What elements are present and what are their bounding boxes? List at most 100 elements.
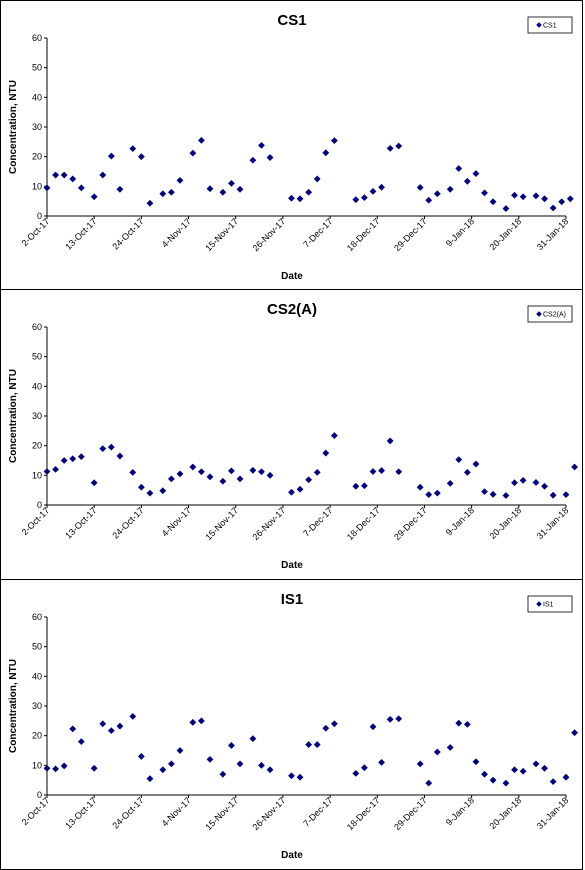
data-point [60,457,68,464]
x-tick-label: 24-Oct-17 [110,505,145,540]
data-point [189,463,197,471]
data-point [416,184,424,191]
data-point [416,483,424,491]
y-tick-label: 50 [32,642,42,652]
data-point [249,156,257,164]
data-point [433,748,441,756]
data-point [116,452,124,460]
data-point [77,738,85,745]
x-tick-label: 15-Nov-17 [203,216,240,253]
x-tick-label: 4-Nov-17 [160,795,193,828]
data-point [137,483,145,491]
y-tick-label: 40 [32,381,42,391]
x-tick-label: 13-Oct-17 [63,505,98,540]
x-tick-label: 9-Jan-18 [444,216,476,248]
data-point [167,475,175,483]
data-point [519,193,527,201]
y-tick-label: 60 [32,612,42,622]
y-tick-label: 0 [37,211,42,221]
data-point [446,479,454,487]
data-point [330,432,338,439]
data-point [206,185,214,193]
y-tick-label: 10 [32,760,42,770]
x-tick-label: 29-Dec-17 [392,216,429,253]
data-point [463,720,471,728]
data-point [219,188,227,196]
x-tick-label: 31-Jan-18 [535,216,571,252]
data-point [378,183,385,191]
x-axis-label: Date [281,850,303,861]
data-point [322,149,330,157]
data-point [107,152,115,160]
data-point [472,460,480,468]
data-point [502,492,510,499]
data-point [463,177,471,185]
y-tick-label: 10 [32,470,42,480]
x-tick-label: 20-Jan-18 [488,505,524,541]
data-point [562,773,570,781]
data-point [361,764,368,772]
data-point [69,725,77,733]
data-point [313,175,321,183]
x-tick-label: 15-Nov-17 [203,505,240,542]
data-point [129,468,137,476]
data-point [395,468,403,476]
data-point [571,463,578,471]
legend-label: CS1 [543,23,557,30]
data-point [176,177,184,184]
data-point [198,136,205,144]
data-point [52,171,59,179]
data-point [481,770,488,778]
y-tick-label: 40 [32,671,42,681]
data-point [296,485,304,493]
data-point [395,142,403,150]
data-point [129,145,137,153]
data-point [558,198,566,206]
x-tick-label: 18-Dec-17 [345,795,382,832]
data-point [571,729,578,737]
data-point [159,190,167,198]
data-point [266,154,274,161]
chart-is1: IS1 0 10 20 30 40 50 60 2-Oct-17 13-Oct-17 24-Oct-… [8,591,578,861]
data-point [305,188,313,196]
x-axis-label: Date [281,560,303,571]
y-tick-label: 40 [32,92,42,102]
x-tick-label: 15-Nov-17 [203,795,240,832]
data-point [296,195,304,203]
data-point [322,449,330,457]
chart-title: CS2(A) [267,301,317,318]
data-point [288,488,295,496]
data-point [206,756,214,763]
y-tick-label: 0 [37,790,42,800]
data-point [137,153,145,161]
data-point [43,184,51,192]
chart-cs1: CS1 0 10 20 30 40 50 60 2-Oct-17 13-Oct-17 24-Oct-… [8,12,574,282]
x-tick-label: 29-Dec-17 [392,505,429,542]
data-point [258,141,265,149]
x-tick-label: 24-Oct-17 [110,216,145,251]
data-point [562,491,570,499]
data-point [549,778,557,786]
data-point [176,470,184,478]
x-tick-label: 20-Jan-18 [488,216,524,252]
data-point [198,717,205,725]
y-tick-label: 30 [32,411,42,421]
data-point [472,170,480,177]
data-point [236,475,244,483]
data-point [146,489,154,497]
data-point [369,468,377,475]
legend-marker [536,22,542,28]
data-point [519,767,527,775]
data-point [176,747,184,754]
data-point [502,779,510,787]
data-point [386,715,394,723]
x-tick-label: 26-Nov-17 [251,795,288,832]
data-point [532,760,540,768]
data-point [99,720,107,728]
data-point [43,764,51,772]
data-point [313,468,321,476]
data-point [99,445,107,453]
data-point [146,775,154,783]
data-point [228,179,235,187]
data-point [52,765,59,773]
